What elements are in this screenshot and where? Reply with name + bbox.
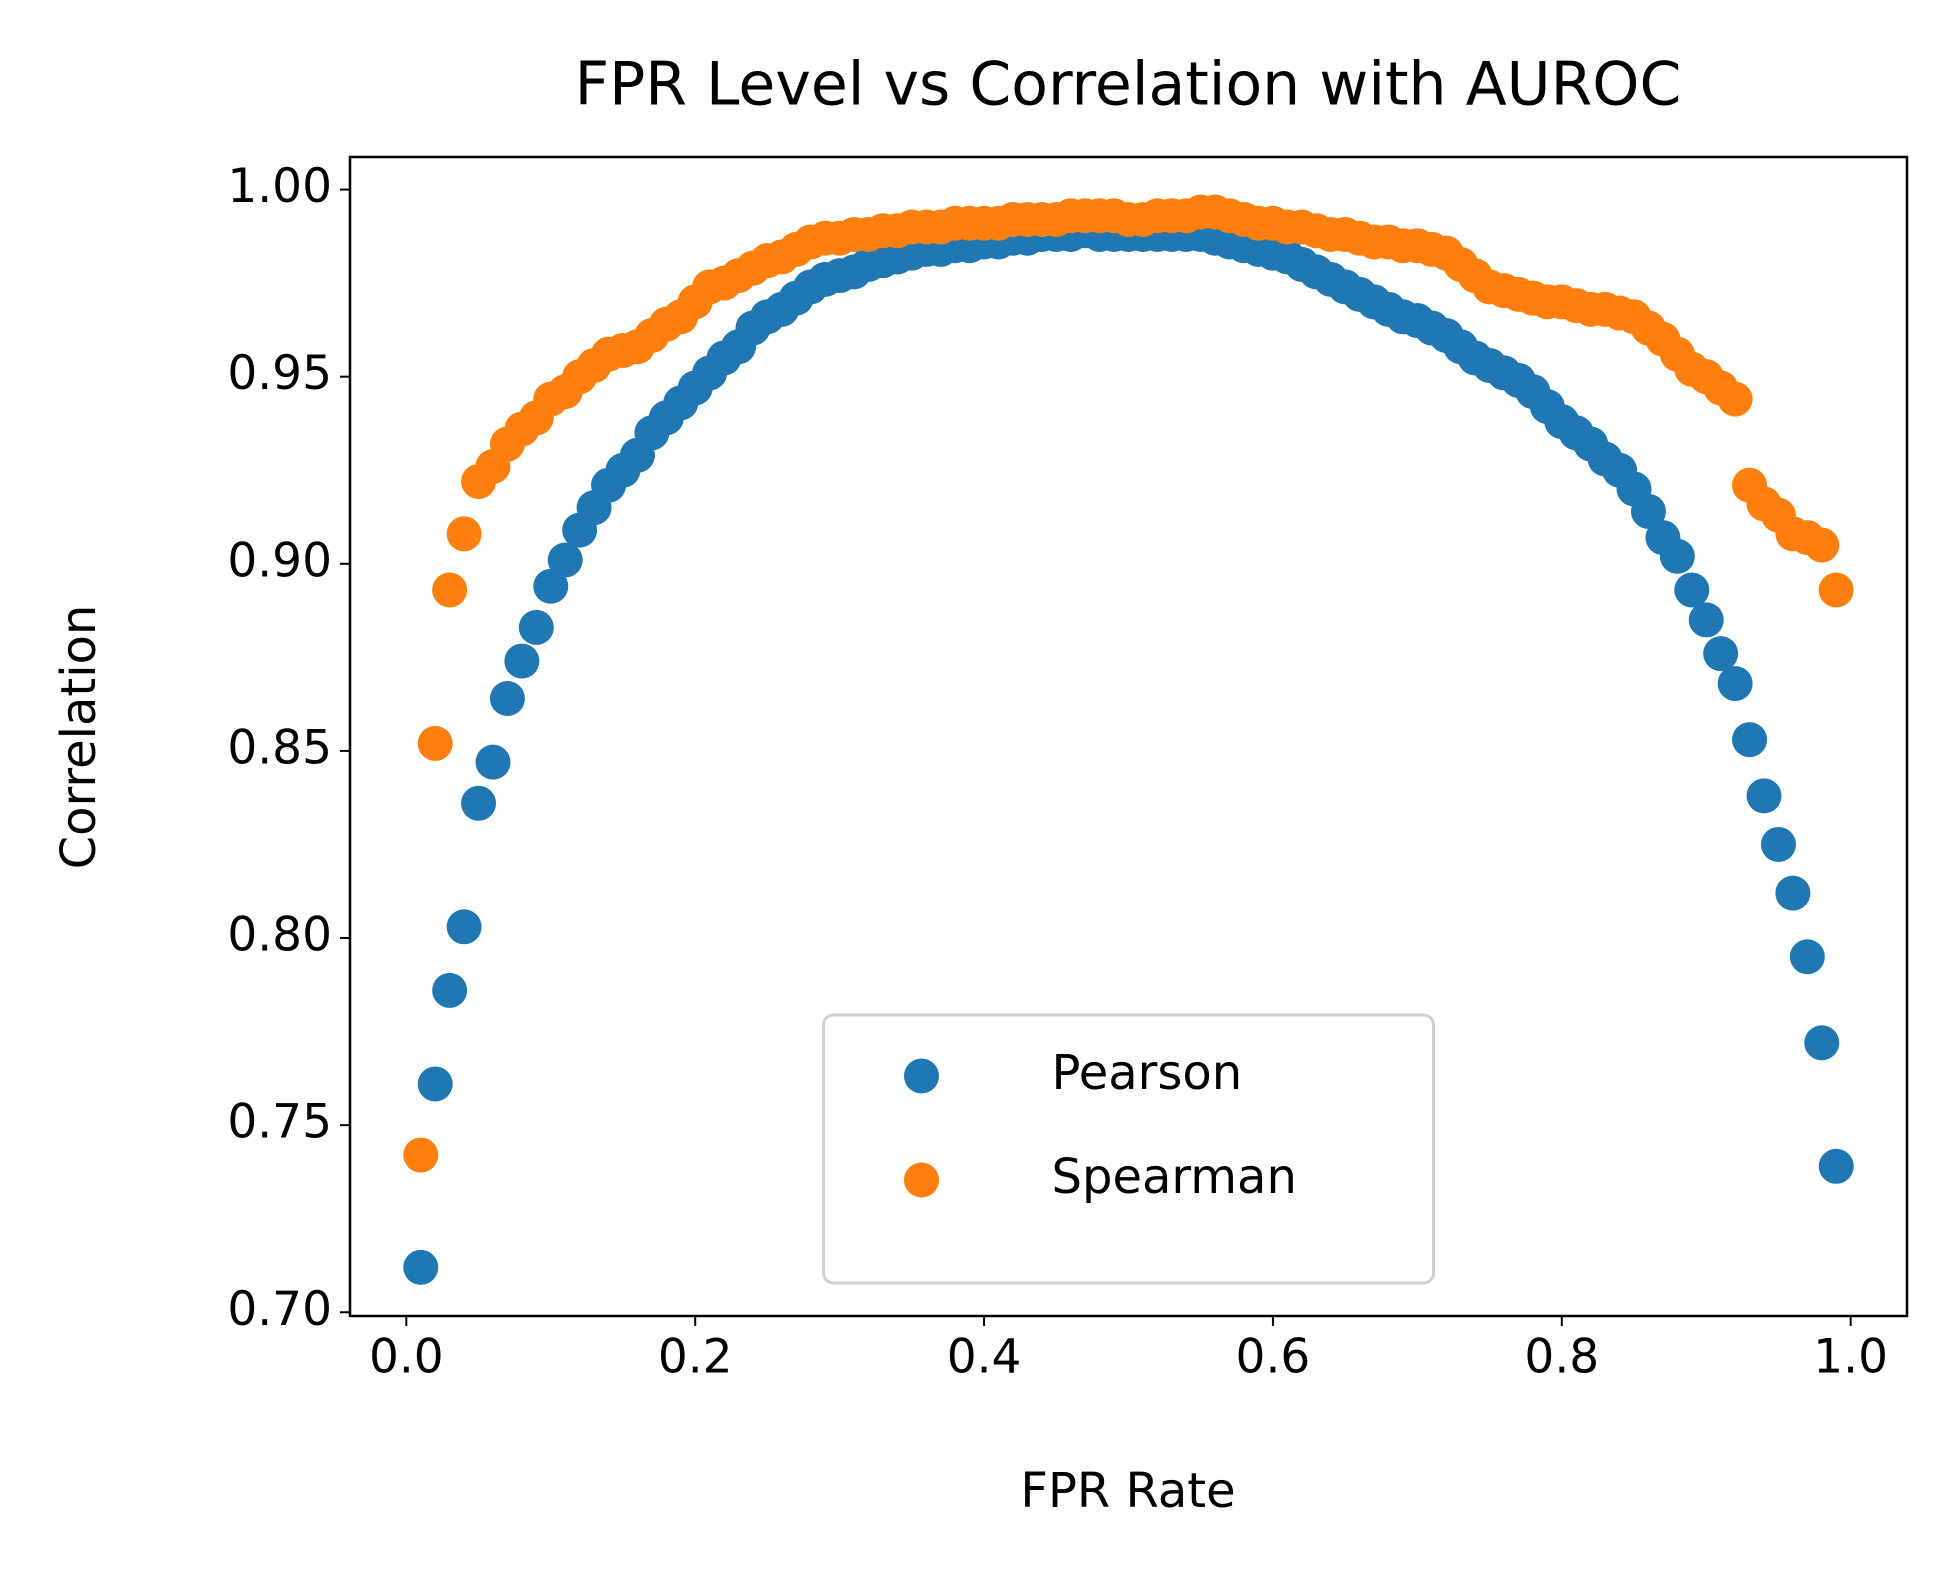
point [547, 542, 583, 578]
point [1688, 602, 1724, 638]
point [489, 681, 525, 717]
point [1674, 572, 1710, 608]
point [432, 572, 468, 608]
legend-label: Spearman [1052, 1149, 1297, 1205]
point [1746, 778, 1782, 814]
point [403, 1249, 439, 1285]
point [446, 516, 482, 552]
point [1804, 1025, 1840, 1061]
point [1659, 538, 1695, 574]
point [1717, 666, 1753, 702]
point [1789, 939, 1825, 975]
x-tick-label: 1.0 [1813, 1330, 1888, 1385]
point [1703, 636, 1739, 672]
point [446, 909, 482, 945]
y-tick-label: 0.90 [227, 533, 332, 588]
point [1717, 381, 1753, 417]
y-tick-label: 0.70 [227, 1282, 332, 1337]
x-tick-label: 0.6 [1236, 1330, 1311, 1385]
point [461, 785, 497, 821]
chart-title: FPR Level vs Correlation with AUROC [575, 50, 1682, 120]
plot-frame [348, 155, 1909, 1318]
point [533, 568, 569, 604]
point [475, 744, 511, 780]
point [518, 609, 554, 645]
point [417, 1066, 453, 1102]
x-axis-label: FPR Rate [1020, 1463, 1235, 1519]
y-tick-label: 0.95 [227, 346, 332, 401]
y-tick-label: 0.85 [227, 720, 332, 775]
y-tick-label: 0.80 [227, 908, 332, 963]
point [1818, 572, 1854, 608]
point [432, 972, 468, 1008]
point [403, 1137, 439, 1173]
legend-marker [904, 1058, 939, 1094]
point [1630, 493, 1666, 529]
x-tick-label: 0.4 [947, 1330, 1022, 1385]
x-tick-label: 0.2 [658, 1330, 733, 1385]
point [1775, 875, 1811, 911]
series [403, 194, 1854, 1173]
y-tick-label: 1.00 [227, 159, 332, 214]
point [417, 725, 453, 761]
point [1732, 722, 1768, 758]
point [1804, 527, 1840, 563]
legend-box [822, 1013, 1435, 1285]
legend-label: Pearson [1052, 1045, 1243, 1101]
point [1760, 826, 1796, 862]
point [504, 643, 540, 679]
series [403, 213, 1854, 1285]
x-tick-label: 0.8 [1524, 1330, 1599, 1385]
y-tick-label: 0.75 [227, 1095, 332, 1150]
legend-marker [904, 1162, 939, 1198]
point [1818, 1148, 1854, 1184]
x-tick-label: 0.0 [369, 1330, 444, 1385]
y-axis-label: Correlation [51, 605, 107, 870]
